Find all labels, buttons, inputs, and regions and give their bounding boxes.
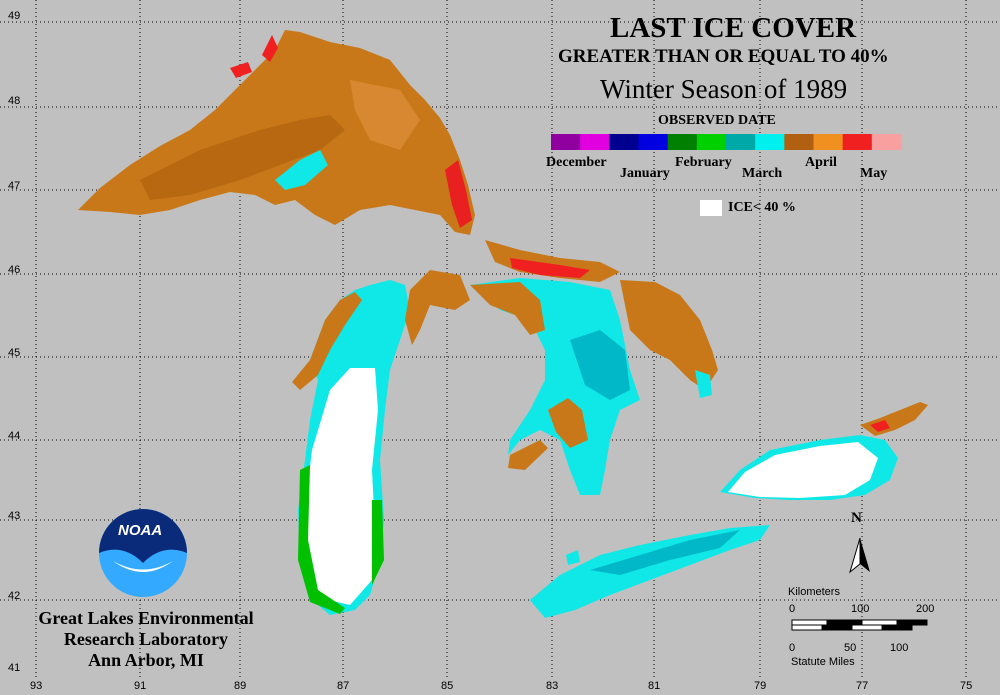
lon-label-91: 91 (134, 680, 147, 692)
legend-color-segment (551, 134, 581, 150)
lon-label-87: 87 (337, 680, 350, 692)
scale-km-tick-0: 0 (789, 603, 796, 615)
north-channel (485, 240, 620, 282)
lake-st-clair (566, 550, 580, 565)
legend-color-segment (667, 134, 698, 150)
lon-label-77: 77 (856, 680, 869, 692)
legend-color-segment (638, 134, 669, 150)
lon-label-85: 85 (441, 680, 454, 692)
lat-label-47: 47 (8, 180, 21, 192)
lon-label-83: 83 (546, 680, 559, 692)
legend-month-march: March (742, 166, 783, 181)
lat-label-45: 45 (8, 347, 21, 359)
scale-km-tick-100: 100 (851, 603, 870, 615)
lake-erie (530, 525, 770, 618)
legend-month-april: April (805, 155, 837, 170)
noaa-logo-text: NOAA (118, 522, 163, 539)
scale-km-label: Kilometers (788, 586, 840, 598)
legend-color-segment (609, 134, 639, 150)
lab-line-2: Research Laboratory (63, 629, 229, 649)
legend-month-december: December (546, 155, 607, 170)
scale-bar (791, 619, 928, 631)
lat-label-46: 46 (8, 264, 21, 276)
lat-label-43: 43 (8, 510, 21, 522)
lon-label-93: 93 (30, 680, 43, 692)
legend-color-segment (813, 134, 844, 150)
scale-mi-label: Statute Miles (791, 656, 855, 668)
legend-color-segment (755, 134, 785, 150)
legend-color-bar (551, 134, 902, 150)
legend-color-segment (871, 134, 902, 150)
lat-label-41: 41 (8, 662, 21, 674)
legend-month-february: February (675, 155, 732, 170)
lon-label-79: 79 (754, 680, 767, 692)
scale-km-tick-200: 200 (916, 603, 935, 615)
legend-month-january: January (620, 166, 670, 181)
legend-color-segment (726, 134, 756, 150)
legend-color-segment (696, 134, 727, 150)
scale-mi-tick-0: 0 (789, 642, 796, 654)
green-bay (405, 270, 470, 345)
map-title: LAST ICE COVER (610, 12, 857, 44)
lake-michigan (292, 280, 410, 615)
lake-superior (78, 30, 475, 235)
scale-mi-tick-100: 100 (890, 642, 909, 654)
lab-line-1: Great Lakes Environmental (38, 608, 254, 628)
lon-label-89: 89 (234, 680, 247, 692)
legend-heading: OBSERVED DATE (658, 113, 776, 128)
season-label: Winter Season of 1989 (600, 74, 848, 104)
north-arrow-icon (849, 537, 870, 574)
lon-label-75: 75 (960, 680, 973, 692)
north-label: N (851, 510, 862, 526)
lat-label-48: 48 (8, 95, 21, 107)
lat-label-49: 49 (8, 10, 21, 22)
lab-line-3: Ann Arbor, MI (88, 650, 204, 670)
legend-month-may: May (860, 166, 888, 181)
ice-less-40-label: ICE< 40 % (728, 200, 796, 215)
lake-ontario (720, 402, 928, 500)
map-subtitle: GREATER THAN OR EQUAL TO 40% (558, 46, 889, 67)
lake-huron (470, 278, 640, 495)
lat-label-42: 42 (8, 590, 21, 602)
legend-color-segment (842, 134, 873, 150)
legend-color-segment (580, 134, 610, 150)
lon-label-81: 81 (648, 680, 661, 692)
scale-mi-tick-50: 50 (844, 642, 857, 654)
legend-color-segment (784, 134, 814, 150)
lat-label-44: 44 (8, 430, 21, 442)
ice-less-40-swatch (700, 200, 722, 216)
noaa-logo (99, 509, 187, 597)
georgian-bay (620, 280, 718, 398)
